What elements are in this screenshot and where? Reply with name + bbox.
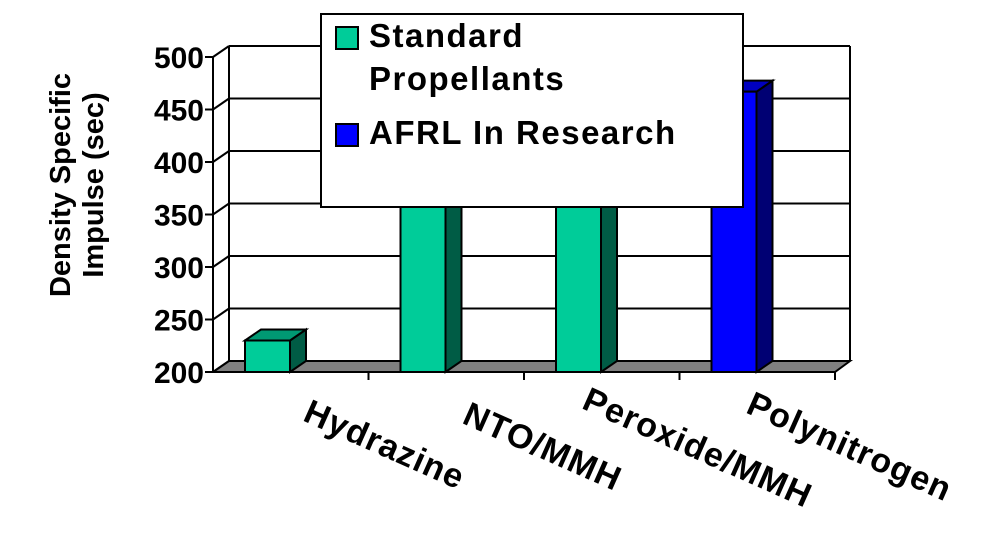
legend-label-0-1: Propellants (369, 60, 565, 97)
legend-swatch-1 (335, 123, 359, 147)
bar-hydrazine (241, 327, 310, 374)
side-grid-4 (212, 150, 230, 163)
y-axis-title-line-1: Density Specific (45, 73, 77, 297)
y-tick-label-2: 300 (154, 252, 204, 285)
y-tick-label-0: 200 (154, 357, 204, 390)
bar-front (399, 187, 447, 373)
bar-side (755, 78, 774, 374)
side-grid-1 (212, 307, 230, 321)
y-axis-title-line-2: Impulse (sec) (78, 92, 110, 277)
side-grid-2 (212, 255, 230, 268)
side-grid-5 (212, 97, 230, 111)
bar-front (555, 187, 602, 373)
legend-swatch-0 (335, 26, 359, 50)
y-tick-label-4: 400 (154, 147, 204, 180)
y-tick-label-5: 450 (154, 95, 204, 128)
legend-label-1-0: AFRL In Research (369, 114, 677, 151)
legend-box (320, 13, 744, 208)
legend: Standard Propellants AFRL In Research (320, 13, 744, 208)
y-tick-label-1: 250 (154, 305, 204, 338)
x-tick-label-0: Hydrazine (298, 393, 470, 497)
y-tick-labels: 200 250 300 350 400 450 500 (154, 42, 213, 390)
y-tick-label-6: 500 (154, 42, 204, 75)
bar-peroxide-mmh (552, 175, 621, 374)
legend-label-0-0: Standard (369, 17, 524, 54)
side-grid-6 (212, 45, 230, 58)
side-grid-3 (212, 202, 230, 216)
bar-front (244, 339, 291, 373)
y-tick-label-3: 350 (154, 200, 204, 233)
y-axis-title: Density Specific Impulse (sec) (45, 73, 110, 297)
bars (241, 78, 776, 374)
